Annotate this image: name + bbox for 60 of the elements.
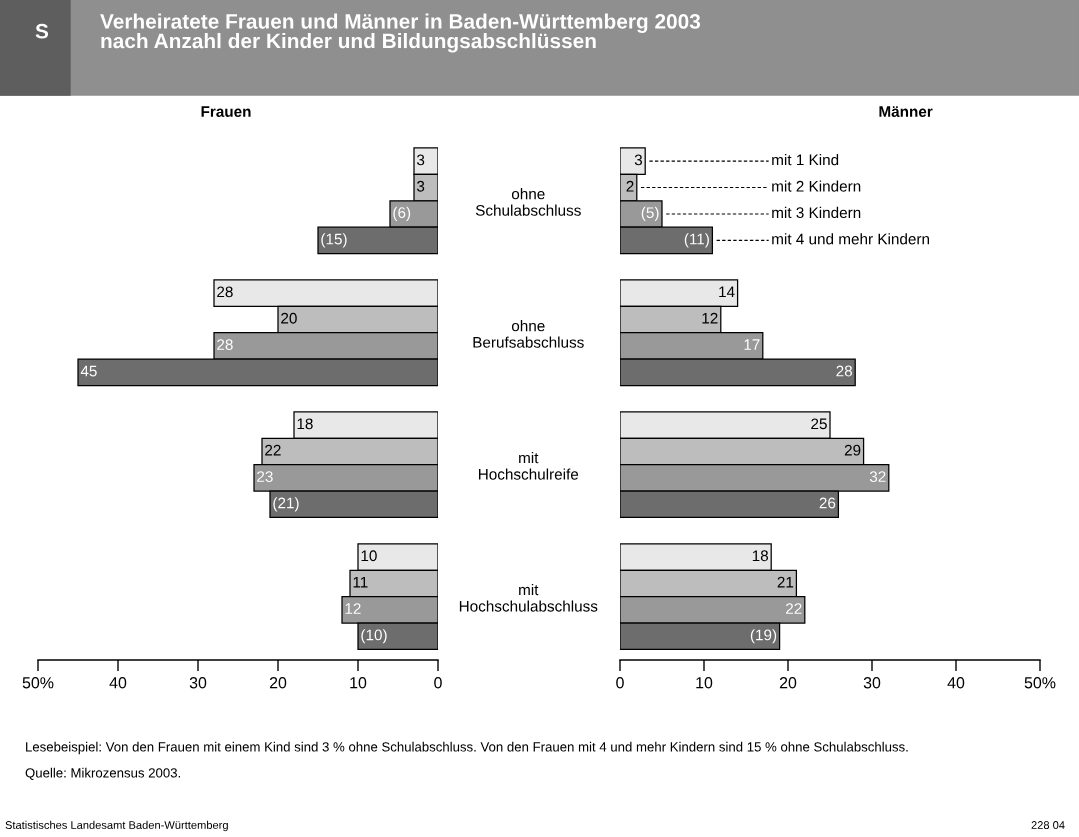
data-label: (11)	[684, 233, 709, 248]
text: Statistisches Landesamt Baden-Württemberg	[5, 820, 228, 832]
text: mit 3 Kindern	[772, 206, 861, 219]
data-label: 12	[702, 312, 718, 324]
x-tick-label: 10	[350, 677, 367, 689]
data-label: 32	[869, 471, 886, 482]
data-label: 22	[786, 603, 802, 614]
data-label: 3	[416, 154, 425, 166]
x-tick-label: 0	[616, 677, 624, 689]
data-label: 2	[626, 180, 634, 192]
data-label: 11	[353, 576, 368, 588]
data-label: 21	[777, 576, 794, 588]
y-tick-label: ohne Schulabschluss	[475, 188, 581, 216]
data-label: 26	[819, 497, 836, 509]
data-label: 23	[257, 471, 273, 482]
chart-title: Verheiratete Frauen und Männer in Baden-Württemberg 2003 nach Anzahl der Kinder und Bildungsabschlüssen	[100, 13, 701, 53]
x-tick-label: 50%	[22, 677, 54, 689]
source-note: Quelle: Mikrozensus 2003.	[25, 767, 181, 780]
text: S	[35, 23, 49, 39]
y-tick-label: ohne Berufsabschluss	[473, 320, 584, 348]
data-label: 17	[744, 339, 760, 350]
text: mit 2 Kindern	[772, 180, 861, 192]
chart-subtitle: Frauen	[201, 106, 251, 117]
data-label: (5)	[641, 206, 659, 222]
data-label: 28	[217, 286, 233, 298]
data-label: 10	[361, 550, 377, 562]
data-label: (19)	[750, 629, 777, 644]
data-label: 28	[836, 365, 853, 377]
x-tick-label: 10	[696, 677, 713, 689]
data-label: (6)	[393, 206, 411, 222]
data-label: 20	[281, 312, 297, 324]
x-tick-label: 20	[269, 677, 287, 689]
x-tick-label: 40	[109, 677, 127, 689]
data-label: 25	[811, 418, 827, 430]
text: Lesebeispiel: Von den Frauen mit einem Kind sind 3 % ohne Schulabschluss. Von den Frauen mit 4 und mehr Kindern sind 15 % ohne Schulabschluss.	[26, 741, 908, 755]
chart-subtitle: Männer	[879, 106, 933, 117]
data-label: 12	[345, 603, 361, 614]
x-tick-label: 0	[434, 677, 442, 689]
data-label: 29	[844, 444, 861, 456]
data-label: 14	[719, 286, 735, 298]
data-label: 22	[265, 444, 281, 456]
data-label: 45	[80, 365, 97, 377]
data-label: 3	[416, 180, 425, 192]
x-tick-label: 30	[189, 677, 207, 689]
text: mit 1 Kind	[772, 154, 839, 166]
data-label: (15)	[321, 233, 347, 248]
data-label: 3	[634, 154, 643, 166]
data-label: 18	[752, 550, 769, 562]
data-label: (21)	[273, 497, 299, 512]
data-label: 28	[217, 339, 233, 351]
x-tick-label: 20	[779, 677, 797, 689]
y-tick-label: mit Hochschulreife	[479, 452, 579, 480]
data-label: (10)	[361, 629, 387, 644]
x-tick-label: 30	[863, 677, 881, 689]
y-tick-label: mit Hochschulabschluss	[459, 584, 598, 612]
x-tick-label: 50%	[1024, 677, 1056, 689]
legend-label: mit 4 und mehr Kindern	[772, 233, 930, 245]
x-tick-label: 40	[947, 677, 965, 689]
text: 228 04	[1031, 821, 1065, 829]
data-label: 18	[297, 418, 313, 430]
